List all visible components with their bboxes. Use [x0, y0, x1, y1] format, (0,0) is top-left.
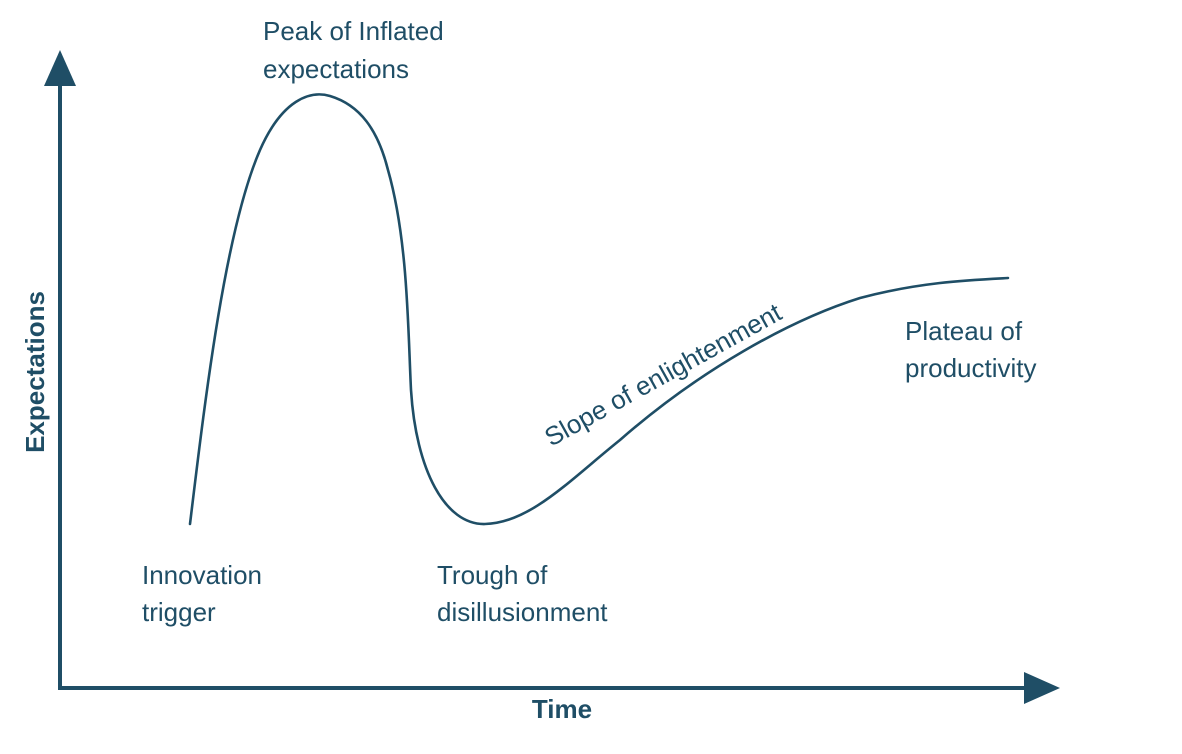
hype-curve [188, 93, 1010, 526]
trough-label-line-2: disillusionment [437, 597, 608, 627]
y-axis-arrowhead [44, 50, 76, 86]
peak-label-line-1: Peak of Inflated [263, 16, 444, 46]
innovation-trigger-label-line-2: trigger [142, 597, 216, 627]
slope-label: Slope of enlightenment [539, 297, 787, 453]
peak-label-line-2: expectations [263, 54, 409, 84]
x-axis-arrowhead [1024, 672, 1060, 704]
innovation-trigger-label-line-1: Innovation [142, 560, 262, 590]
trough-label-line-1: Trough of [437, 560, 548, 590]
y-axis-label: Expectations [20, 291, 50, 453]
plateau-label-line-1: Plateau of [905, 316, 1023, 346]
plateau-label-line-2: productivity [905, 353, 1037, 383]
x-axis-label: Time [532, 694, 592, 724]
